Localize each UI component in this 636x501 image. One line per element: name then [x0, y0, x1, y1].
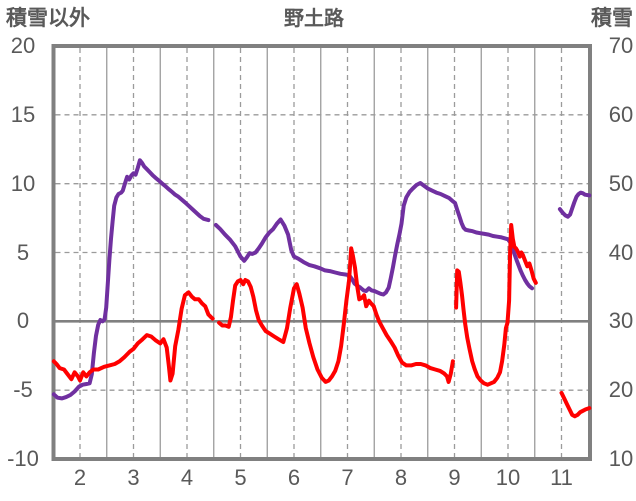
left-axis-tick-label: 15: [10, 101, 36, 127]
left-axis-tick-label: 5: [16, 239, 30, 265]
right-axis-tick-label: 60: [608, 101, 634, 127]
right-axis-tick-label: 30: [608, 308, 634, 334]
series-line-sekisetsu: [51, 158, 592, 401]
x-axis-tick-label: 8: [394, 465, 408, 490]
series-lines: [51, 158, 592, 419]
x-axis-tick-label: 5: [234, 465, 247, 490]
right-axis-tick-label: 50: [608, 170, 634, 196]
left-axis-tick-label: -10: [7, 446, 39, 471]
series-line-sekisetsu-igai: [51, 223, 592, 419]
x-axis-tick-label: 4: [180, 465, 194, 490]
left-axis-tick-label: 0: [16, 308, 30, 334]
x-axis-tick-label: 2: [73, 465, 87, 490]
x-axis-tick-label: 6: [287, 465, 301, 490]
axis-frame: [51, 44, 592, 461]
x-axis-tick-label: 9: [448, 465, 461, 490]
chart-title: 野土路: [284, 8, 344, 30]
left-axis-tick-label: -5: [13, 377, 33, 403]
left-axis-tick-label: 10: [10, 170, 36, 196]
left-axis-title: 積雪以外: [6, 7, 90, 30]
right-axis-tick-label: 40: [608, 239, 634, 265]
x-axis-tick-label: 11: [550, 465, 573, 490]
right-axis-tick-label: 10: [608, 446, 634, 471]
right-axis-tick-label: 70: [608, 33, 634, 58]
x-axis-tick-label: 7: [341, 465, 354, 490]
x-axis-tick-label: 3: [127, 465, 140, 490]
gridlines: [53, 48, 590, 457]
right-axis-tick-label: 20: [608, 377, 634, 403]
left-axis-tick-label: 20: [10, 33, 36, 58]
right-axis-title: 積雪: [591, 7, 633, 30]
plot-frame: [51, 44, 592, 461]
x-axis-tick-label: 10: [495, 465, 521, 490]
